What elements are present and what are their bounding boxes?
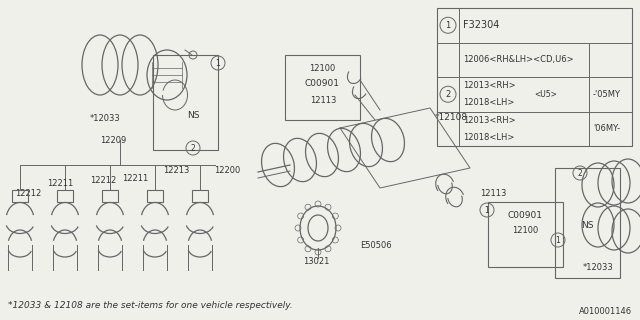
Text: 1: 1 [484,205,490,214]
Text: 12200: 12200 [214,165,240,174]
Bar [102,190,118,202]
Bar [555,168,620,278]
Text: 12209: 12209 [100,135,126,145]
Bar [488,202,563,267]
Bar [437,8,632,146]
Text: 12113: 12113 [310,95,337,105]
Text: 12013<RH>: 12013<RH> [463,81,516,90]
Text: C00901: C00901 [305,78,339,87]
Text: *12033 & 12108 are the set-items for one vehicle respectively.: *12033 & 12108 are the set-items for one… [8,300,292,309]
Text: 12212: 12212 [90,175,116,185]
Bar [192,190,208,202]
Text: 2: 2 [445,90,451,99]
Text: 12100: 12100 [309,63,335,73]
Bar [153,55,218,150]
Text: -'05MY: -'05MY [593,90,621,99]
Text: '06MY-: '06MY- [593,124,620,133]
Text: NS: NS [187,110,199,119]
Text: <U5>: <U5> [534,90,557,99]
Bar [147,190,163,202]
Text: 13021: 13021 [303,258,329,267]
Bar [12,190,28,202]
Text: 12006<RH&LH><CD,U6>: 12006<RH&LH><CD,U6> [463,55,573,64]
Text: F32304: F32304 [463,20,499,30]
Text: *12033: *12033 [90,114,120,123]
Text: C00901: C00901 [508,211,543,220]
Text: 1: 1 [216,59,220,68]
Text: A010001146: A010001146 [579,308,632,316]
Text: 12100: 12100 [512,226,538,235]
Text: *12108: *12108 [435,113,468,122]
Text: 12211: 12211 [122,173,148,182]
Text: 12212: 12212 [15,188,41,197]
Text: 12013<RH>: 12013<RH> [463,116,516,124]
Text: 12213: 12213 [163,165,189,174]
Text: 12211: 12211 [47,179,73,188]
Bar [285,55,360,120]
Text: 2: 2 [578,169,582,178]
Text: E50506: E50506 [360,241,392,250]
Text: 1: 1 [445,21,451,30]
Text: 12018<LH>: 12018<LH> [463,133,515,142]
Bar [57,190,73,202]
Text: NS: NS [580,220,593,229]
Text: *12033: *12033 [582,263,613,273]
Text: 12113: 12113 [480,188,506,197]
Text: 1: 1 [556,236,561,244]
Text: 12018<LH>: 12018<LH> [463,98,515,108]
Text: 2: 2 [191,143,195,153]
